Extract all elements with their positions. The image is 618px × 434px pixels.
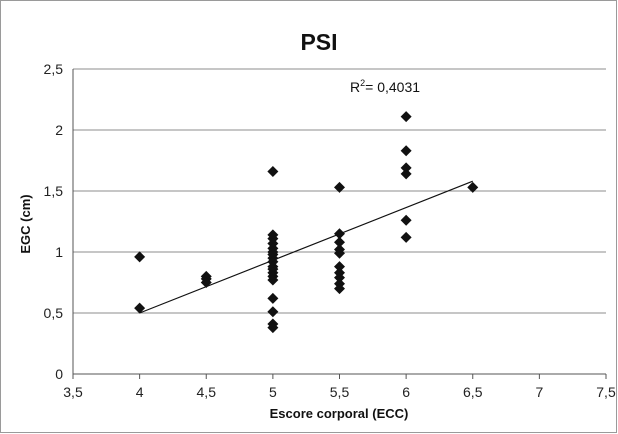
- data-point: [267, 274, 279, 286]
- r-squared-prefix: R: [350, 79, 360, 95]
- x-tick-label: 7: [535, 384, 543, 400]
- data-point: [267, 306, 279, 318]
- data-point: [267, 322, 279, 334]
- data-point: [400, 168, 412, 180]
- data-point: [400, 162, 412, 174]
- y-axis-title: EGC (cm): [18, 194, 33, 253]
- data-point: [334, 283, 345, 295]
- data-point: [334, 272, 345, 284]
- trendline: [139, 180, 473, 314]
- r-squared-annotation: R2= 0,4031: [350, 78, 420, 95]
- data-point: [334, 261, 345, 273]
- y-tick-label: 1: [55, 244, 63, 260]
- x-tick-label: 4,5: [197, 384, 217, 400]
- data-point: [267, 292, 279, 304]
- data-point: [134, 302, 146, 314]
- x-tick-label: 5,5: [330, 384, 350, 400]
- x-axis-title: Escore corporal (ECC): [270, 406, 409, 421]
- data-point: [400, 111, 412, 123]
- trendline-group: [139, 180, 473, 314]
- data-point: [400, 214, 412, 226]
- x-tick-label: 5: [269, 384, 277, 400]
- r-squared-superscript: 2: [360, 78, 365, 88]
- data-point: [400, 145, 412, 157]
- y-tick-label: 0,5: [44, 305, 64, 321]
- data-point: [334, 181, 345, 193]
- data-points: [134, 111, 479, 334]
- y-tick-label: 0: [55, 366, 63, 382]
- x-tick-label: 6: [402, 384, 410, 400]
- data-point: [267, 165, 279, 177]
- data-point: [134, 251, 146, 263]
- chart-title: PSI: [300, 29, 337, 55]
- y-tick-labels: 0 0,5 1 1,5 2 2,5: [44, 61, 64, 382]
- x-tick-label: 3,5: [63, 384, 83, 400]
- y-tick-label: 2,5: [44, 61, 64, 77]
- data-point: [334, 236, 345, 248]
- y-tick-label: 2: [55, 122, 63, 138]
- data-point: [334, 228, 345, 240]
- x-tick-label: 4: [136, 384, 144, 400]
- r-squared-value: = 0,4031: [365, 79, 420, 95]
- x-tick-label: 6,5: [463, 384, 483, 400]
- data-point: [400, 231, 412, 243]
- x-tick-label: 7,5: [596, 384, 616, 400]
- data-point: [467, 181, 479, 193]
- data-point: [334, 247, 345, 259]
- data-point: [200, 277, 212, 288]
- x-tick-labels: 3,5 4 4,5 5 5,5 6 6,5 7 7,5: [63, 384, 616, 400]
- axes: [72, 69, 607, 379]
- y-tick-label: 1,5: [44, 183, 64, 199]
